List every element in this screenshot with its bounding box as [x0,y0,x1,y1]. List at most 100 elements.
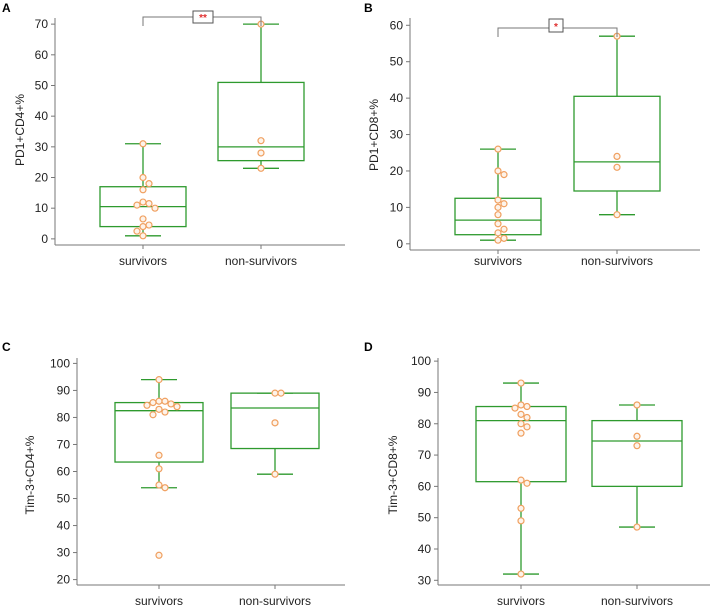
data-point [517,504,525,512]
panel-b-sig-label: * [554,22,558,33]
y-tick-label: 40 [57,519,71,533]
y-tick-label: 60 [390,18,404,32]
y-tick-label: 40 [418,542,432,556]
panel-d-ylabel: Tim-3+CD8+% [386,435,400,514]
panel-d-letter: D [364,340,373,354]
y-tick-label: 70 [35,17,49,31]
data-point [523,413,531,422]
data-point [500,200,508,208]
box-non-survivors [591,401,683,531]
data-point [500,171,508,179]
y-tick-label: 100 [50,356,70,370]
panel-d-plot [437,358,710,589]
data-point [633,442,641,450]
y-tick-label: 10 [390,200,404,214]
panel-a-xtick-survivors: survivors [119,254,167,268]
data-point [143,401,151,409]
y-tick-label: 20 [390,164,404,178]
data-point [161,397,169,405]
y-tick-label: 80 [57,410,71,424]
data-point [155,451,163,459]
panel-a: A PD1+CD4+% 0 10 20 30 40 50 60 70 survivors no… [2,1,345,268]
y-tick-label: 90 [418,385,432,399]
data-point [139,222,147,231]
data-point [257,164,265,172]
box-survivors [99,140,187,240]
data-point [271,470,279,478]
panel-b-yticks: 0 10 20 30 40 50 60 [390,18,410,251]
box-non-survivors [573,32,661,219]
y-tick-label: 70 [418,448,432,462]
y-tick-label: 40 [35,109,49,123]
panel-b-letter: B [364,1,373,15]
panel-c: C Tim-3+CD4+% 20 30 40 50 60 70 80 90 100 surviv… [2,340,345,607]
panel-d: D Tim-3+CD8+% 30 40 50 60 70 80 90 100 survivor… [364,340,710,607]
data-point [517,517,525,525]
y-tick-label: 40 [390,91,404,105]
box-survivors [114,376,204,559]
data-point [149,398,157,407]
panel-a-xtick-non-survivors: non-survivors [225,254,297,268]
box-non-survivors [230,389,320,478]
data-point [151,204,159,212]
data-point [494,229,502,237]
panel-c-yticks: 20 30 40 50 60 70 80 90 100 [50,356,77,587]
panel-d-xtick-survivors: survivors [497,594,545,607]
y-tick-label: 60 [418,479,432,493]
data-point [155,405,163,413]
y-tick-label: 30 [35,140,49,154]
y-tick-label: 20 [35,171,49,185]
box-survivors [475,379,567,578]
y-tick-label: 50 [390,55,404,69]
data-point [155,376,163,384]
data-point [145,180,153,188]
y-tick-label: 30 [390,128,404,142]
data-point [494,203,502,211]
panel-a-ylabel: PD1+CD4+% [13,94,27,166]
data-point [613,211,621,219]
y-tick-label: 50 [35,78,49,92]
panel-b-plot [409,18,700,254]
data-point [139,198,147,206]
data-point [155,481,163,489]
iqr-box [573,95,661,192]
data-point [517,401,525,409]
data-point [271,389,279,397]
panel-c-ylabel: Tim-3+CD4+% [23,435,37,514]
data-point [494,236,502,244]
data-point [494,220,502,228]
data-point [139,140,147,148]
panel-c-letter: C [2,340,11,354]
data-point [133,227,141,235]
box-non-survivors [217,20,305,172]
data-point [145,221,153,229]
y-tick-label: 60 [35,48,49,62]
panel-a-sig-box [192,10,214,24]
data-point [139,173,147,182]
data-point [161,408,169,416]
y-tick-label: 80 [418,417,432,431]
panel-b-xtick-non-survivors: non-survivors [581,254,653,268]
panel-a-plot [54,18,345,249]
y-tick-label: 10 [35,201,49,215]
data-point [523,479,531,487]
data-point [523,402,531,411]
panel-b-ylabel: PD1+CD8+% [367,99,381,171]
panel-c-xtick-non-survivors: non-survivors [239,594,311,607]
panel-d-yticks: 30 40 50 60 70 80 90 100 [411,354,438,587]
panel-c-plot [76,358,345,589]
data-point [517,379,525,387]
data-point [277,389,285,397]
y-tick-label: 60 [57,465,71,479]
data-point [633,401,641,409]
data-point [155,397,163,405]
data-point [161,484,169,492]
y-tick-label: 30 [57,546,71,560]
iqr-box [591,419,683,488]
data-point [167,400,175,408]
panel-b-xtick-survivors: survivors [474,254,522,268]
data-point [149,411,157,419]
data-point [494,196,502,204]
data-point [500,234,508,242]
